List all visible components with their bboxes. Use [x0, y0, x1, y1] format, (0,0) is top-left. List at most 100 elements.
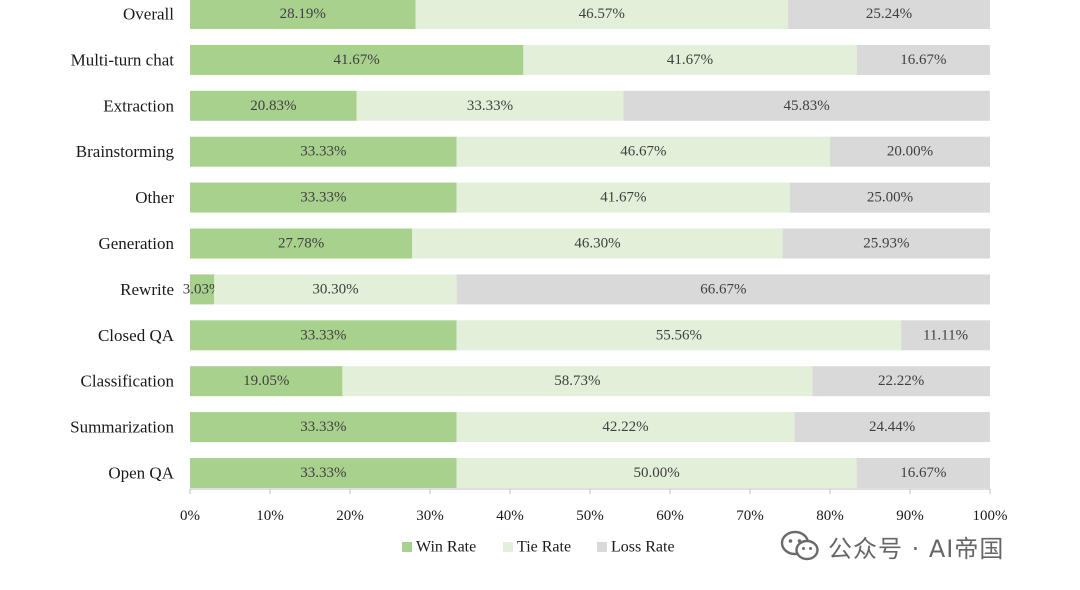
x-tick-label: 50%: [576, 508, 604, 524]
loss-data-label: 16.67%: [900, 52, 946, 68]
tie-data-label: 50.00%: [634, 465, 680, 481]
loss-legend-swatch: [597, 542, 607, 552]
win-data-label: 41.67%: [334, 52, 380, 68]
win-bar-segment: [190, 320, 457, 351]
tie-data-label: 55.56%: [656, 327, 702, 343]
win-data-label: 3.03%: [183, 281, 222, 297]
loss-bar-segment: [790, 182, 990, 213]
loss-data-label: 22.22%: [878, 373, 924, 389]
x-tick-label: 0%: [180, 508, 200, 524]
category-label: Overall: [123, 5, 174, 24]
tie-bar-segment: [214, 274, 457, 305]
win-bar-segment: [190, 136, 457, 167]
loss-bar-segment: [856, 44, 991, 75]
x-tick-label: 90%: [896, 508, 924, 524]
win-data-label: 19.05%: [243, 373, 289, 389]
watermark-text: 公众号 · AI帝国: [828, 534, 1005, 563]
win-bar-segment: [190, 90, 357, 121]
category-label: Brainstorming: [76, 142, 175, 161]
loss-bar-segment: [623, 90, 990, 121]
loss-data-label: 66.67%: [700, 281, 746, 297]
loss-data-label: 25.00%: [867, 190, 913, 206]
tie-bar-segment: [456, 458, 857, 488]
tie-bar-segment: [415, 0, 789, 29]
win-data-label: 33.33%: [300, 327, 346, 343]
category-labels: Overall Multi-turn chat Extraction Brainsto…: [70, 5, 175, 483]
tie-bar-segment: [356, 90, 624, 121]
x-tick-label: 60%: [656, 508, 684, 524]
category-label: Generation: [98, 234, 174, 253]
x-axis: 0% 10% 20% 30% 40% 50% 60% 70% 80% 90% 100%: [180, 488, 1008, 524]
loss-data-label: 16.67%: [900, 465, 946, 481]
category-label: Closed QA: [98, 326, 175, 345]
tie-data-label: 41.67%: [600, 190, 646, 206]
loss-bar-segment: [830, 136, 990, 167]
loss-legend-label: Loss Rate: [611, 539, 675, 556]
bars-layer: 28.19% 46.57% 25.24% 41.67% 41.67% 16.67% 20.8…: [183, 0, 991, 488]
category-label: Summarization: [70, 418, 174, 437]
tie-bar-segment: [523, 44, 857, 75]
win-data-label: 27.78%: [278, 236, 324, 252]
loss-data-label: 20.00%: [887, 144, 933, 160]
loss-bar-segment: [782, 228, 991, 259]
loss-bar-segment: [456, 274, 990, 305]
win-bar-segment: [190, 228, 413, 259]
category-label: Other: [135, 188, 174, 207]
legend: Win Rate Tie Rate Loss Rate: [402, 539, 675, 556]
win-bar-segment: [190, 182, 457, 213]
tie-bar-segment: [456, 320, 902, 351]
category-label: Rewrite: [120, 280, 174, 299]
category-label: Extraction: [103, 96, 174, 115]
tie-bar-segment: [456, 136, 830, 167]
win-data-label: 33.33%: [300, 144, 346, 160]
tie-data-label: 58.73%: [554, 373, 600, 389]
loss-data-label: 45.83%: [783, 98, 829, 114]
tie-legend-swatch: [503, 542, 513, 552]
tie-data-label: 33.33%: [467, 98, 513, 114]
win-data-label: 28.19%: [280, 6, 326, 22]
category-label: Multi-turn chat: [71, 50, 175, 69]
loss-data-label: 25.24%: [866, 6, 912, 22]
tie-data-label: 46.57%: [579, 6, 625, 22]
win-legend-label: Win Rate: [416, 539, 476, 556]
tie-bar-segment: [342, 366, 813, 397]
win-legend-swatch: [402, 542, 412, 552]
x-tick-label: 40%: [496, 508, 524, 524]
loss-bar-segment: [794, 412, 990, 443]
x-tick-label: 80%: [816, 508, 844, 524]
x-tick-label: 10%: [256, 508, 284, 524]
tie-bar-segment: [456, 412, 795, 443]
category-label: Classification: [81, 372, 175, 391]
loss-bar-segment: [812, 366, 990, 397]
loss-bar-segment: [856, 458, 990, 488]
x-tick-label: 100%: [973, 508, 1008, 524]
x-tick-label: 70%: [736, 508, 764, 524]
tie-data-label: 46.67%: [620, 144, 666, 160]
win-bar-segment: [190, 0, 416, 29]
loss-data-label: 11.11%: [923, 327, 968, 343]
win-data-label: 33.33%: [300, 190, 346, 206]
tie-bar-segment: [412, 228, 783, 259]
win-bar-segment: [190, 274, 215, 305]
win-data-label: 20.83%: [250, 98, 296, 114]
loss-data-label: 25.93%: [863, 236, 909, 252]
x-tick-label: 30%: [416, 508, 444, 524]
x-tick-label: 20%: [336, 508, 364, 524]
tie-legend-label: Tie Rate: [517, 539, 571, 556]
win-data-label: 33.33%: [300, 419, 346, 435]
win-bar-segment: [190, 412, 457, 443]
tie-data-label: 46.30%: [574, 236, 620, 252]
wechat-icon: [780, 530, 819, 561]
win-bar-segment: [190, 458, 457, 488]
win-bar-segment: [190, 44, 524, 75]
loss-bar-segment: [901, 320, 990, 351]
tie-data-label: 41.67%: [667, 52, 713, 68]
win-data-label: 33.33%: [300, 465, 346, 481]
category-label: Open QA: [108, 464, 174, 483]
tie-bar-segment: [456, 182, 790, 213]
tie-data-label: 42.22%: [602, 419, 648, 435]
watermark: 公众号 · AI帝国: [780, 527, 1004, 565]
loss-data-label: 24.44%: [869, 419, 915, 435]
tie-data-label: 30.30%: [312, 281, 358, 297]
